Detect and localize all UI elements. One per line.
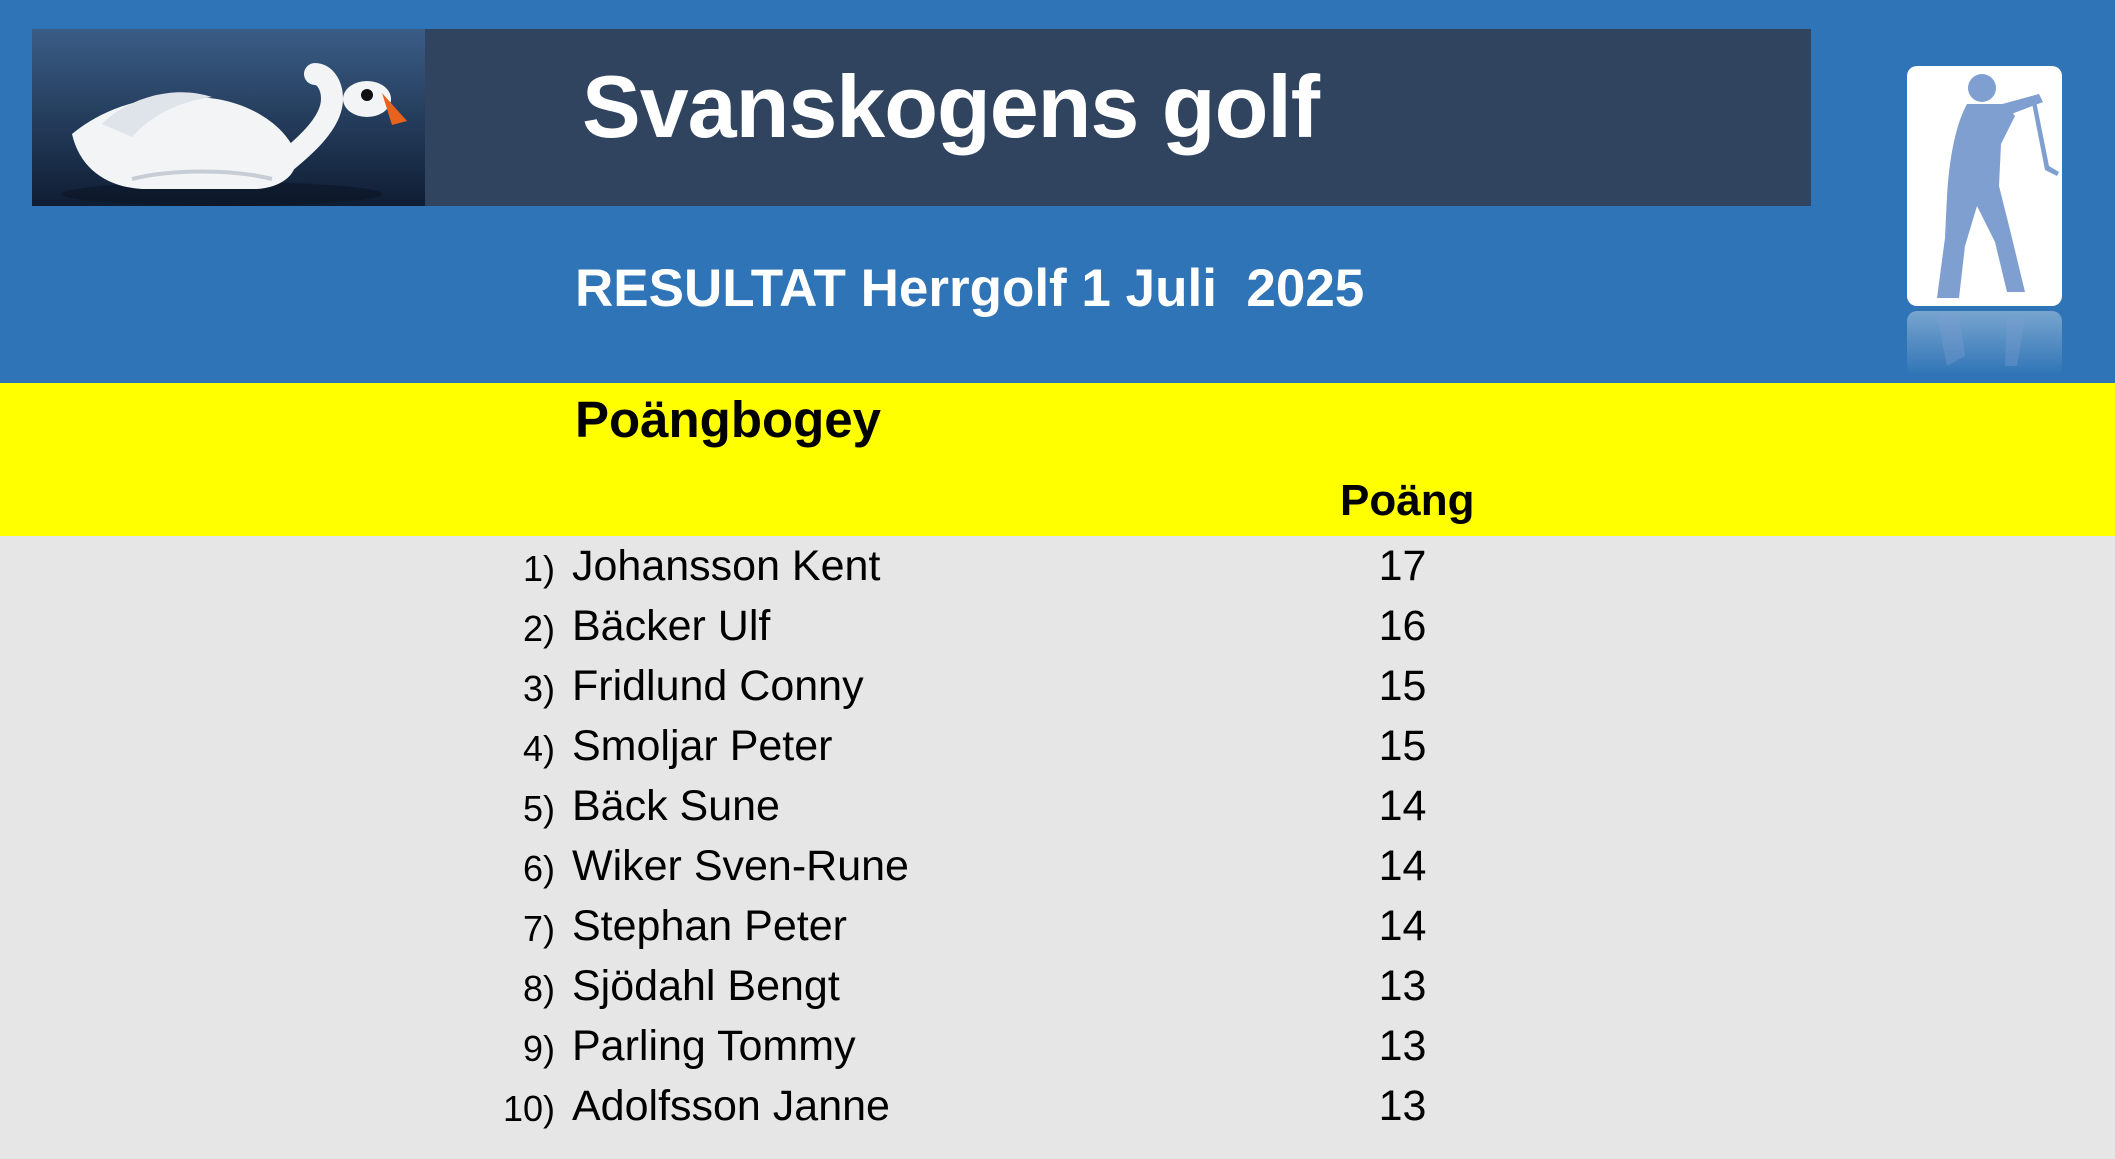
result-row: 10) Adolfsson Janne 13 — [0, 1078, 2115, 1138]
player-name: Adolfsson Janne — [572, 1082, 890, 1130]
result-title: RESULTAT Herrgolf 1 Juli 2025 — [575, 259, 1365, 318]
player-points: 15 — [1378, 722, 1427, 770]
section-header-band — [0, 383, 2115, 536]
rank-label: 2) — [522, 608, 555, 649]
player-name: Fridlund Conny — [572, 662, 864, 710]
player-name: Sjödahl Bengt — [572, 962, 840, 1010]
results-table: 1) Johansson Kent 17 2) Bäcker Ulf 16 3)… — [0, 538, 2115, 1138]
result-row: 2) Bäcker Ulf 16 — [0, 598, 2115, 658]
section-title: Poängbogey — [575, 391, 882, 448]
rank-label: 7) — [522, 908, 555, 949]
player-name: Bäcker Ulf — [572, 602, 771, 650]
player-name: Smoljar Peter — [572, 722, 833, 770]
golfer-icon — [1907, 66, 2062, 376]
result-row: 4) Smoljar Peter 15 — [0, 718, 2115, 778]
player-points: 16 — [1378, 602, 1427, 650]
player-name: Bäck Sune — [572, 782, 780, 830]
player-points: 14 — [1378, 902, 1427, 950]
rank-label: 9) — [522, 1028, 555, 1069]
result-row: 6) Wiker Sven-Rune 14 — [0, 838, 2115, 898]
player-name: Wiker Sven-Rune — [572, 842, 909, 890]
rank-label: 1) — [522, 548, 555, 589]
player-points: 13 — [1378, 962, 1427, 1010]
player-name: Johansson Kent — [572, 542, 881, 590]
player-points: 15 — [1378, 662, 1427, 710]
player-points: 17 — [1378, 542, 1427, 590]
rank-label: 3) — [522, 668, 555, 709]
rank-label: 10) — [502, 1088, 555, 1129]
swan-photo — [32, 29, 425, 206]
result-row: 7) Stephan Peter 14 — [0, 898, 2115, 958]
rank-label: 4) — [522, 728, 555, 769]
player-points: 14 — [1378, 782, 1427, 830]
club-title: Svanskogens golf — [582, 57, 1320, 156]
player-name: Parling Tommy — [572, 1022, 856, 1070]
player-name: Stephan Peter — [572, 902, 847, 950]
result-row: 5) Bäck Sune 14 — [0, 778, 2115, 838]
player-points: 13 — [1378, 1022, 1427, 1070]
points-column-header: Poäng — [1340, 476, 1475, 525]
header-banner: Svanskogens golf RESULTAT Herrgolf 1 Jul… — [0, 0, 2115, 383]
player-points: 14 — [1378, 842, 1427, 890]
player-points: 13 — [1378, 1082, 1427, 1130]
result-row: 8) Sjödahl Bengt 13 — [0, 958, 2115, 1018]
result-row: 9) Parling Tommy 13 — [0, 1018, 2115, 1078]
rank-label: 8) — [522, 968, 555, 1009]
rank-label: 6) — [522, 848, 555, 889]
result-row: 1) Johansson Kent 17 — [0, 538, 2115, 598]
result-row: 3) Fridlund Conny 15 — [0, 658, 2115, 718]
rank-label: 5) — [522, 788, 555, 829]
